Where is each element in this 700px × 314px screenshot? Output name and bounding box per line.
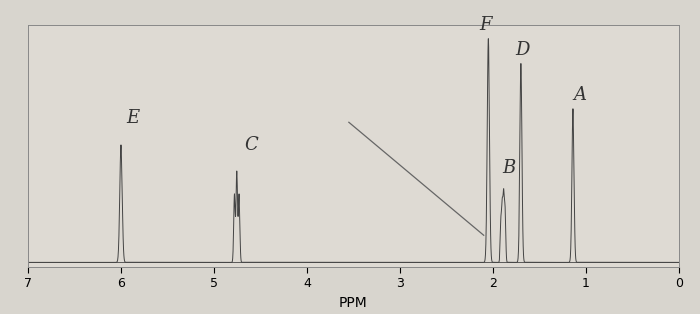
Text: B: B — [502, 159, 515, 176]
Text: F: F — [480, 16, 492, 34]
Text: E: E — [127, 109, 140, 127]
X-axis label: PPM: PPM — [339, 296, 368, 310]
Text: A: A — [573, 86, 586, 104]
Text: D: D — [516, 41, 530, 59]
Text: C: C — [244, 136, 258, 154]
